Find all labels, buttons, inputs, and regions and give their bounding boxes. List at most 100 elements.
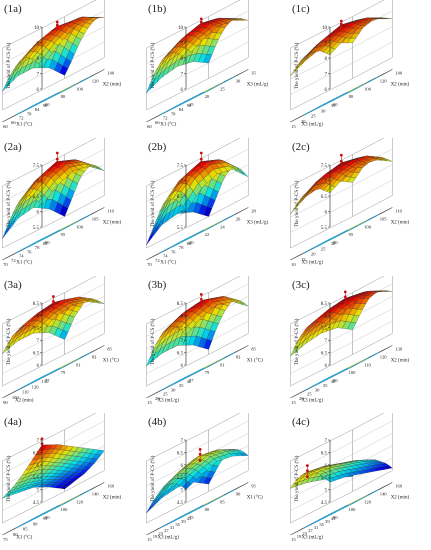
wall-gridline (352, 195, 393, 217)
wall-gridline (290, 216, 353, 249)
x-tick-label: 15 (147, 537, 152, 542)
z-tick-label: 6.5 (177, 352, 184, 357)
floor-contour (351, 500, 359, 505)
wall-gridline (2, 429, 65, 462)
y-tick-label: 80 (61, 94, 66, 99)
wall-gridline (352, 470, 393, 492)
x-axis-label: X1 (°C) (16, 536, 32, 541)
z-tick-label: 5 (325, 489, 328, 494)
design-point (199, 304, 203, 307)
y-tick-label: 83 (236, 354, 241, 359)
chart-svg-1c: 6 7 8 9 10 The yield of P-CS (%) 35 30 25 20 15 X3 … (290, 0, 410, 129)
wall-gridline (146, 62, 209, 95)
surface-plot-1a: 6 7 8 9 10 The yield of P-CS (%) 90 84 78 72 66 60 X… (0, 0, 143, 137)
design-point (40, 437, 44, 441)
panel-title: (4a) (4, 416, 22, 428)
wall-gridline (208, 470, 249, 492)
z-tick-label: 7 (37, 73, 40, 78)
x-tick-label: 39 (325, 519, 330, 524)
wall-gridline (208, 333, 249, 355)
x-tick-label: 66 (155, 120, 160, 125)
wall-gridline (146, 16, 209, 49)
wall-gridline (352, 41, 393, 64)
surface-facet (326, 185, 336, 194)
x-axis-label: X3 (mL/g) (301, 536, 323, 541)
z-axis-label: The yield of P-CS (%) (293, 180, 300, 227)
panel-title: (2b) (148, 141, 167, 153)
x-tick-label: 84 (35, 107, 40, 112)
x-tick-label: 35 (319, 522, 324, 527)
y-axis-label: X2 (min) (391, 495, 410, 500)
z-tick-label: 6.5 (321, 195, 328, 200)
wall-gridline (290, 329, 353, 362)
y-axis-label: X1 (°C) (247, 358, 263, 363)
x-tick-label: 72 (11, 258, 16, 263)
x-tick-label: 66 (11, 120, 16, 125)
floor-contour (14, 511, 47, 529)
wall-gridline (2, 154, 65, 187)
y-axis-label: X1 (°C) (247, 495, 263, 500)
floor-contour (207, 500, 215, 505)
wall-gridline (146, 78, 209, 111)
wall-gridline (352, 57, 393, 79)
x-tick-label: 78 (179, 245, 184, 250)
x-axis-label: X3 (mL/g) (157, 399, 179, 404)
x-tick-label: 35 (175, 522, 180, 527)
wall-gridline (64, 470, 105, 492)
surface-facet (38, 444, 48, 451)
z-tick-label: 8 (325, 314, 328, 319)
y-axis-label: X2 (min) (391, 82, 410, 87)
x-tick-label: 130 (42, 379, 50, 384)
wall-gridline (352, 333, 393, 355)
z-tick-label: 7 (181, 180, 184, 185)
x-tick-label: 20 (311, 252, 316, 257)
floor-contour (326, 489, 380, 518)
y-tick-label: 120 (380, 78, 388, 83)
z-tick-label: 6 (325, 211, 328, 216)
x-tick-label: 25 (311, 114, 316, 119)
z-tick-label: 5 (37, 489, 40, 494)
surface-plot-4c: 4.5 5 5.5 6 6.5 7 The yield of P-CS (%) 43 39 35 3… (288, 413, 431, 550)
y-tick-label: 60 (333, 102, 338, 107)
z-tick-label: 7 (181, 439, 184, 444)
x-tick-label: 30 (315, 387, 320, 392)
back-wall-right (352, 0, 393, 79)
floor-contour (351, 225, 359, 230)
z-tick-label: 7 (37, 339, 40, 344)
chart-svg-4b: 4.5 5 5.5 6 6.5 7 The yield of P-CS (%) 4339353… (146, 413, 263, 542)
y-tick-label: 28 (251, 209, 256, 214)
z-tick-label: 6 (181, 211, 184, 216)
y-tick-label: 81 (76, 362, 81, 367)
x-tick-label: 76 (27, 249, 32, 254)
z-tick-label: 6 (37, 88, 40, 93)
x-tick-label: 80 (187, 241, 192, 246)
surface-plot-3c: 6 6.5 7 7.5 8 8.5 The yield of P-CS (%) 40 35 30 2… (288, 276, 431, 413)
y-axis-label: X2 (min) (391, 220, 410, 225)
x-tick-label: 31 (170, 525, 175, 530)
wall-gridline (64, 57, 105, 79)
panel-title: (4b) (148, 416, 167, 428)
y-tick-label: 100 (349, 370, 357, 375)
design-point (305, 475, 309, 479)
y-tick-label: 75 (189, 515, 194, 520)
z-tick-label: 8.5 (321, 302, 328, 307)
z-tick-label: 5.5 (33, 476, 40, 481)
surface-plot-4b: 4.5 5 5.5 6 6.5 7 The yield of P-CS (%) 43 39 35 3… (144, 413, 287, 550)
y-tick-label: 130 (395, 347, 403, 352)
y-tick-label: 79 (205, 370, 210, 375)
z-tick-label: 10 (34, 26, 40, 31)
y-tick-label: 26 (236, 216, 241, 221)
z-tick-label: 5.5 (321, 226, 328, 231)
z-tick-label: 7 (181, 339, 184, 344)
wall-gridline (2, 341, 65, 374)
wall-gridline (146, 441, 209, 474)
x-tick-label: 90 (187, 103, 192, 108)
wall-gridline (290, 354, 353, 387)
x-tick-label: 20 (299, 396, 304, 401)
wall-gridline (146, 154, 209, 187)
wall-gridline (290, 185, 353, 218)
z-axis-label: The yield of P-CS (%) (293, 455, 300, 502)
surface-facet (38, 323, 48, 331)
